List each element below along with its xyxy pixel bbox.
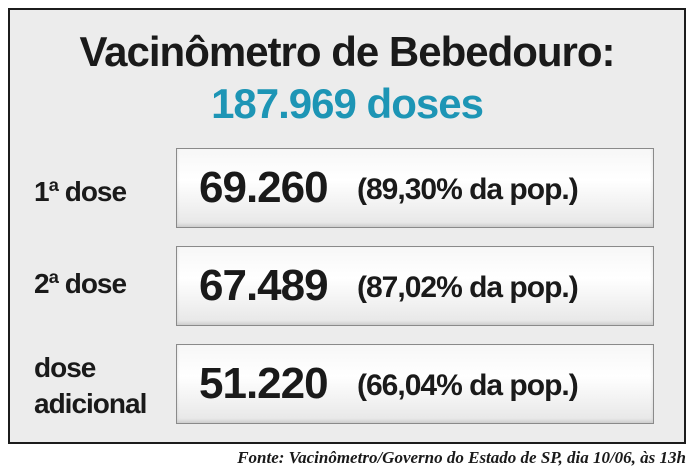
additional-dose-value: 51.220 xyxy=(199,359,329,408)
second-dose-percent: (87,02% da pop.) xyxy=(357,271,579,304)
vaccination-panel: Vacinômetro de Bebedouro: 187.969 doses … xyxy=(8,8,686,444)
additional-dose-label-line2: adicional xyxy=(34,388,147,419)
first-dose-box: 69.260 (89,30% da pop.) xyxy=(176,148,654,228)
first-dose-percent: (89,30% da pop.) xyxy=(357,173,579,206)
first-dose-value: 69.260 xyxy=(199,163,329,212)
additional-dose-percent: (66,04% da pop.) xyxy=(357,369,579,402)
source-note: Fonte: Vacinômetro/Governo do Estado de … xyxy=(237,448,686,467)
additional-dose-label-line1: dose xyxy=(34,352,96,383)
second-dose-label: 2ª dose xyxy=(34,268,127,299)
second-dose-value: 67.489 xyxy=(199,261,329,310)
second-dose-box: 67.489 (87,02% da pop.) xyxy=(176,246,654,326)
additional-dose-box: 51.220 (66,04% da pop.) xyxy=(176,344,654,424)
total-doses: 187.969 doses xyxy=(211,80,484,127)
first-dose-label: 1ª dose xyxy=(34,176,127,207)
panel-title: Vacinômetro de Bebedouro: xyxy=(79,28,615,75)
